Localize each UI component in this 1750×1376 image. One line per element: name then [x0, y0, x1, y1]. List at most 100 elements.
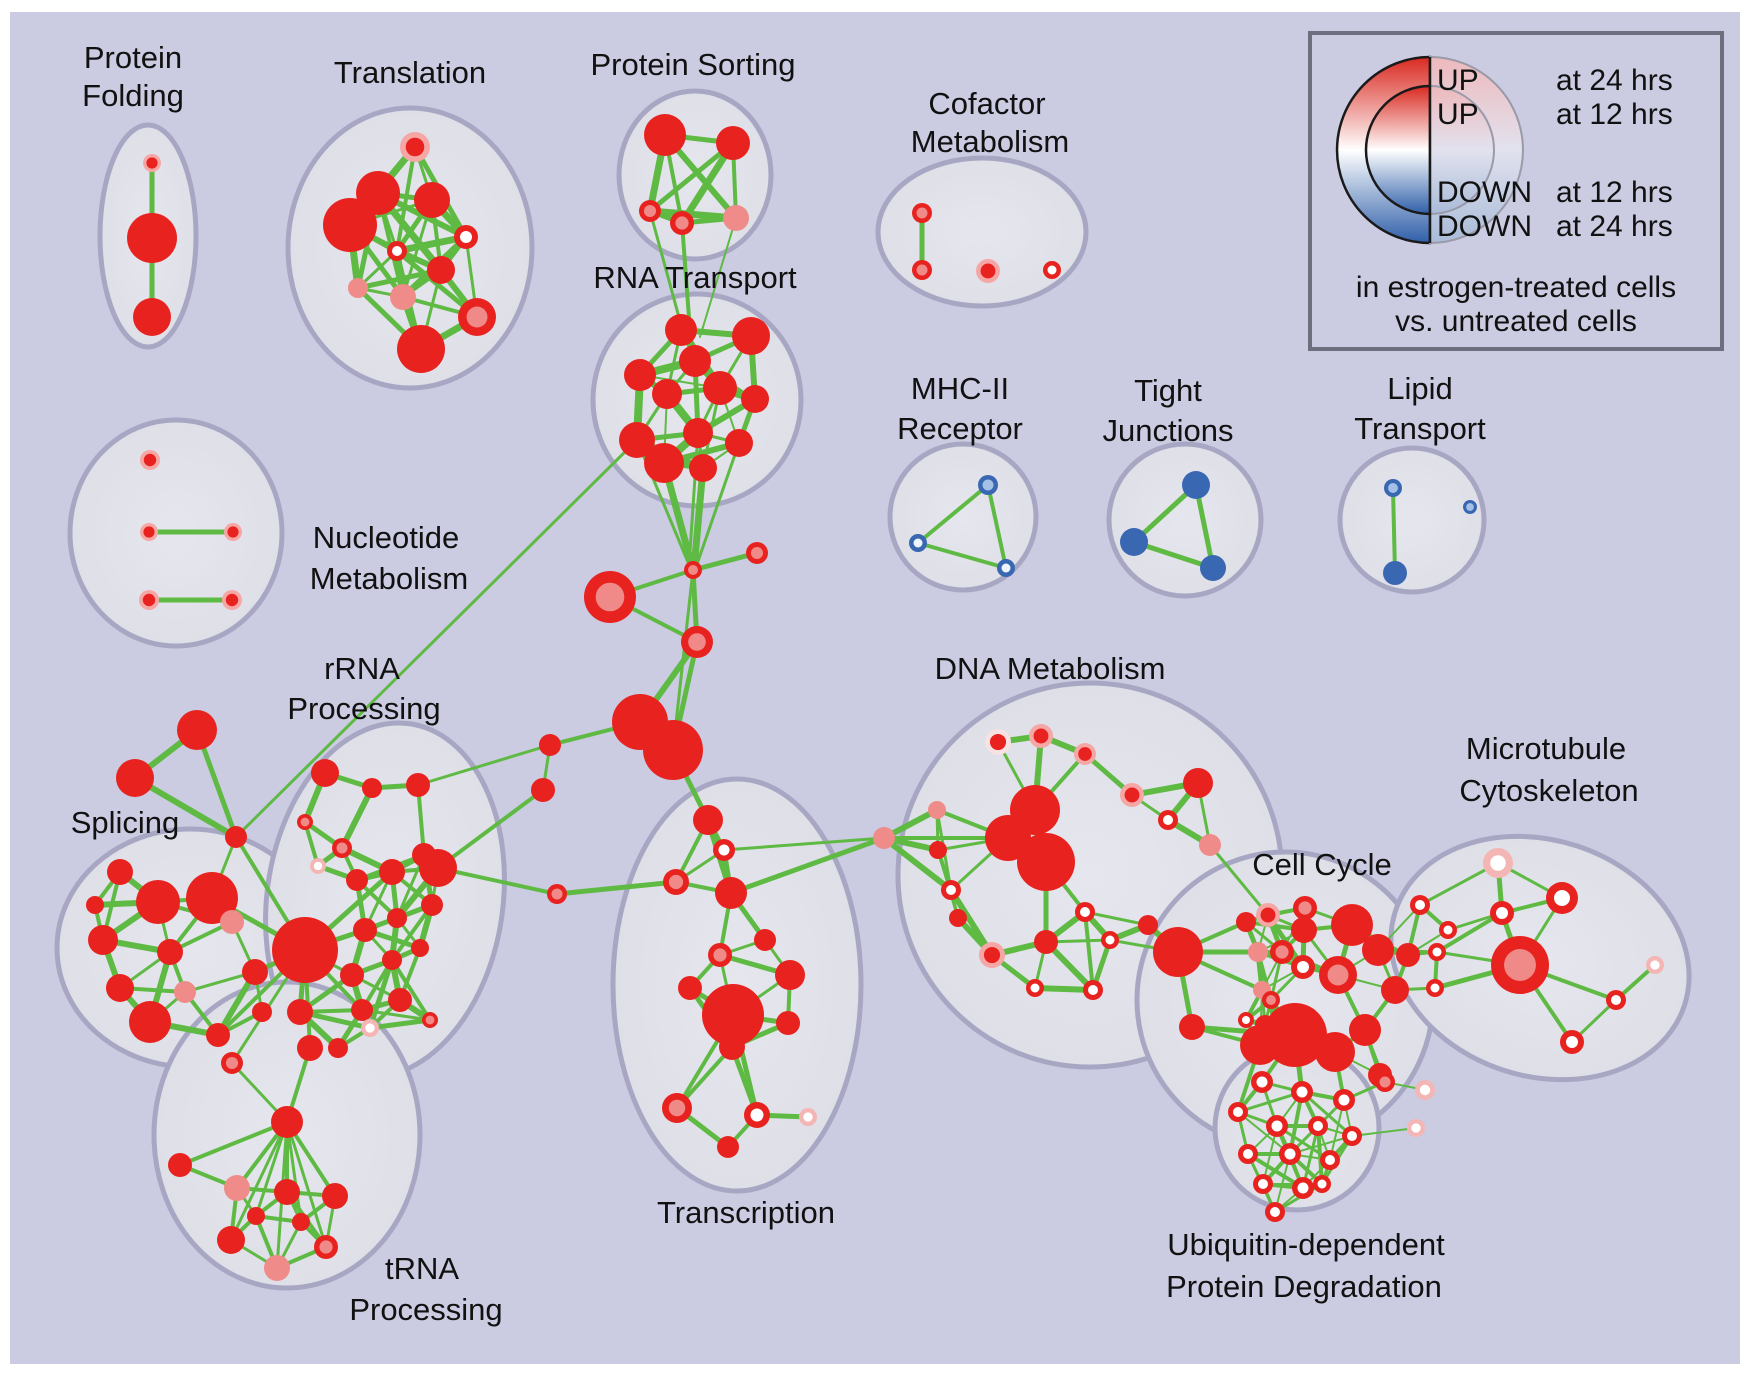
interaction-edge — [1435, 911, 1504, 954]
gene-node-splicing — [174, 981, 196, 1003]
cluster-label-rrna-processing: rRNA — [324, 651, 400, 686]
interaction-edge — [1083, 910, 1150, 927]
interaction-edge — [916, 541, 1008, 570]
gene-node-core — [1611, 995, 1621, 1005]
gene-node-splicing — [106, 974, 134, 1002]
gene-node-tight-junctions — [1200, 555, 1226, 581]
gene-node-cell-cycle — [1240, 1025, 1280, 1065]
gene-node-core — [983, 946, 1001, 964]
gene-node-splicing — [136, 880, 180, 924]
gene-node-dna-metabolism — [1153, 927, 1203, 977]
gene-node-trna-processing — [247, 1207, 265, 1225]
gene-node-core — [1030, 983, 1040, 993]
gene-node-core — [300, 817, 310, 827]
gene-node-trna-processing — [224, 1175, 250, 1201]
gene-node-core — [1256, 1076, 1268, 1088]
gene-node-core — [146, 157, 158, 169]
legend-direction-label: DOWN — [1437, 176, 1532, 209]
cluster-label-lipid-transport: Lipid — [1387, 371, 1453, 406]
legend-direction-label: UP — [1437, 64, 1479, 97]
gene-node-protein-folding — [133, 298, 171, 336]
interaction-edge — [339, 785, 375, 851]
gene-node-core — [916, 207, 928, 219]
cluster-label-trna-processing: Processing — [349, 1292, 502, 1327]
gene-node-core — [750, 546, 764, 560]
gene-node-cell-cycle — [1236, 912, 1256, 932]
interaction-edge — [436, 788, 545, 870]
gene-node-tight-junctions — [1120, 528, 1148, 556]
gene-node-core — [1078, 747, 1092, 761]
gene-node-core — [1105, 935, 1115, 945]
cluster-label-tight-junctions: Junctions — [1103, 413, 1234, 448]
cluster-label-splicing: Splicing — [71, 805, 180, 840]
legend-donut-half — [1364, 84, 1432, 216]
cluster-label-ubiquitin-degradation: Protein Degradation — [1166, 1269, 1442, 1304]
gene-node-rna-transport — [725, 429, 753, 457]
gene-node-dna-metabolism — [928, 801, 946, 819]
gene-node-trna-processing — [168, 1153, 192, 1177]
gene-node-rna-transport — [732, 317, 770, 355]
gene-node-translation — [390, 284, 416, 310]
gene-node-core — [143, 453, 157, 467]
gene-node-core — [143, 526, 155, 538]
gene-node-transcription — [693, 805, 723, 835]
gene-node-core — [1490, 855, 1506, 871]
gene-node-core — [1566, 1036, 1578, 1048]
gene-node-core — [1296, 1086, 1308, 1098]
cluster-label-mhc-ii-receptor: MHC-II — [911, 371, 1009, 406]
legend-time-label: at 24 hrs — [1556, 210, 1673, 243]
interaction-edge — [132, 775, 239, 840]
gene-node-core — [750, 1108, 764, 1122]
gene-node-translation — [414, 182, 450, 218]
interaction-edge — [390, 958, 432, 1022]
gene-node-core — [1260, 907, 1276, 923]
gene-node-translation — [348, 278, 368, 298]
gene-node-core — [1271, 1120, 1283, 1132]
gene-node-rrna-processing — [379, 859, 405, 885]
gene-node-core — [227, 526, 239, 538]
gene-node-core — [1080, 907, 1090, 917]
gene-node-rrna-processing — [419, 849, 457, 887]
cluster-ellipse-tight-junctions — [1106, 441, 1264, 599]
gene-node-dna-metabolism — [1138, 915, 1158, 935]
gene-node-core — [225, 1056, 239, 1070]
gene-node-cell-cycle — [1331, 904, 1373, 946]
interaction-edge — [694, 441, 741, 569]
cluster-label-trna-processing: tRNA — [385, 1251, 459, 1286]
cluster-label-nucleotide-metabolism: Nucleotide — [313, 520, 459, 555]
interaction-edge — [1208, 843, 1270, 917]
interaction-edge — [360, 1008, 432, 1022]
interaction-edge — [1391, 486, 1397, 575]
gene-node-core — [1327, 964, 1349, 986]
gene-node-protein-sorting — [723, 205, 749, 231]
cluster-ellipse-mhc-ii-receptor — [887, 441, 1039, 593]
interaction-edge — [1193, 482, 1216, 571]
interaction-edge — [648, 209, 685, 334]
interaction-edge — [367, 1017, 433, 1031]
cluster-label-lipid-transport: Transport — [1354, 411, 1486, 446]
gene-node-splicing-triangle — [116, 759, 154, 797]
gene-node-splicing — [86, 896, 104, 914]
gene-node-rna-transport — [644, 443, 684, 483]
gene-node-splicing — [129, 1001, 171, 1043]
gene-node-cell-cycle — [1362, 934, 1394, 966]
gene-node-transcription — [678, 976, 702, 1000]
nodes-layer — [86, 114, 1664, 1281]
gene-node-splicing — [88, 925, 118, 955]
interaction-edge — [254, 1120, 289, 1218]
gene-node-core — [989, 733, 1007, 751]
gene-node-core — [1379, 1076, 1391, 1088]
gene-node-splicing — [186, 872, 238, 924]
gene-node-dna-metabolism — [1183, 768, 1213, 798]
gene-node-protein-sorting — [716, 126, 750, 160]
gene-node-rna-transport — [652, 379, 682, 409]
gene-node-rrna-processing — [340, 963, 364, 987]
gene-node-rrna-processing — [353, 918, 377, 942]
gene-node-core — [803, 1112, 813, 1122]
gene-node-protein-sorting — [644, 114, 686, 156]
gene-node-protein-folding — [127, 213, 177, 263]
gene-node-rrna-processing — [406, 773, 430, 797]
gene-node-core — [916, 264, 928, 276]
gene-node-tight-junctions — [1182, 471, 1210, 499]
